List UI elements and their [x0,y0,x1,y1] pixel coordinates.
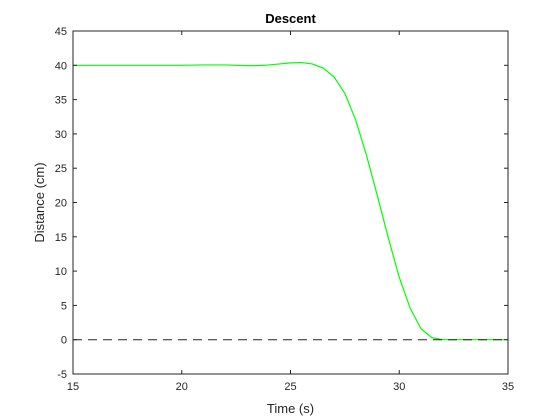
x-tick-label: 15 [67,381,79,393]
chart-title: Descent [265,11,316,26]
distance-series-line [73,61,508,341]
x-tick-label: 30 [393,381,405,393]
y-tick-label: 30 [55,129,67,141]
plot-area [73,61,508,341]
y-axis-label: Distance (cm) [32,162,47,242]
y-tick-label: 0 [61,335,67,347]
y-tick-label: 10 [55,266,67,278]
y-tick-label: 35 [55,95,67,107]
x-tick-label: 35 [502,381,514,393]
y-tick-label: -5 [57,369,67,381]
x-axis-label: Time (s) [267,401,314,416]
y-tick-label: 15 [55,232,67,244]
y-tick-label: 40 [55,60,67,72]
y-tick-label: 25 [55,163,67,175]
y-tick-label: 20 [55,198,67,210]
y-tick-label: 5 [61,300,67,312]
y-tick-label: 45 [55,26,67,38]
x-tick-label: 25 [284,381,296,393]
axes-box [72,30,509,375]
x-tick-label: 20 [176,381,188,393]
